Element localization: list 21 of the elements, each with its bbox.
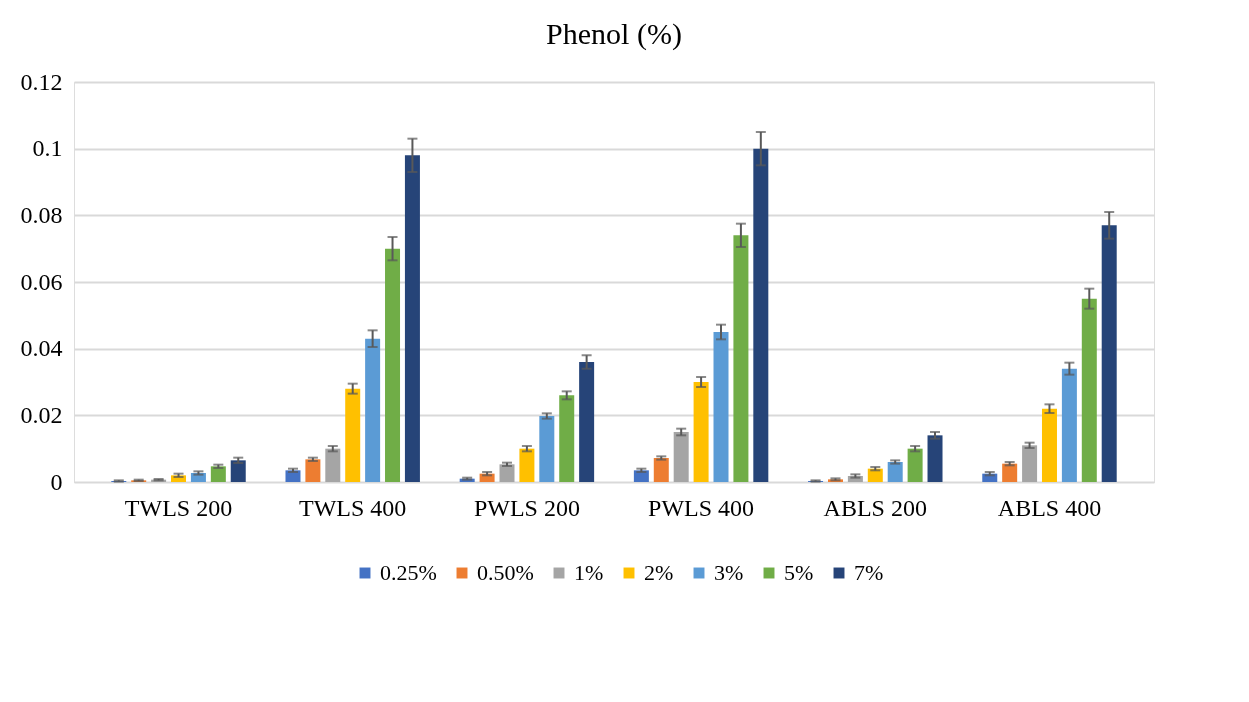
x-tick-label: ABLS 200 bbox=[823, 494, 927, 521]
chart-title: Phenol (%) bbox=[546, 17, 682, 51]
y-tick-label: 0.08 bbox=[20, 201, 63, 228]
y-tick-label: 0.02 bbox=[20, 401, 63, 428]
legend-label: 3% bbox=[714, 560, 744, 585]
y-tick-label: 0.1 bbox=[32, 135, 63, 162]
x-tick-label: ABLS 400 bbox=[997, 494, 1102, 521]
y-tick-label: 0.06 bbox=[20, 268, 63, 295]
x-tick-label: PWLS 400 bbox=[648, 494, 755, 521]
legend-label: 0.25% bbox=[380, 560, 437, 585]
legend-label: 0.50% bbox=[477, 560, 534, 585]
legend-label: 7% bbox=[854, 560, 884, 585]
legend-label: 1% bbox=[574, 560, 604, 585]
x-tick-label: TWLS 400 bbox=[299, 494, 407, 521]
y-tick-label: 0.04 bbox=[20, 335, 63, 362]
legend-label: 2% bbox=[644, 560, 674, 585]
x-tick-label: PWLS 200 bbox=[473, 494, 580, 521]
x-tick-label: TWLS 200 bbox=[124, 494, 233, 521]
legend-label: 5% bbox=[784, 560, 814, 585]
y-tick-label: 0.12 bbox=[20, 68, 63, 95]
y-tick-label: 0 bbox=[50, 468, 63, 495]
